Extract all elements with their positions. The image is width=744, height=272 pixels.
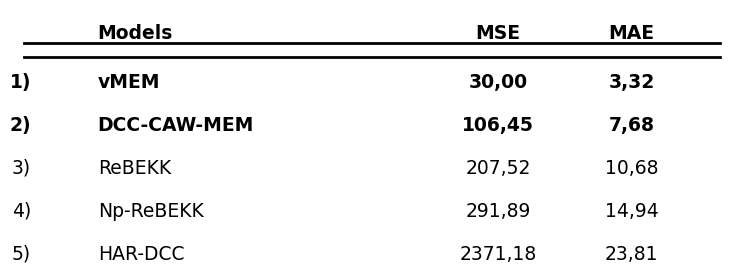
Text: 207,52: 207,52 [465, 159, 530, 178]
Text: DCC-CAW-MEM: DCC-CAW-MEM [97, 116, 254, 135]
Text: ReBEKK: ReBEKK [97, 159, 171, 178]
Text: 30,00: 30,00 [469, 73, 527, 92]
Text: 2371,18: 2371,18 [459, 245, 536, 264]
Text: 5): 5) [12, 245, 31, 264]
Text: 3,32: 3,32 [609, 73, 655, 92]
Text: 23,81: 23,81 [605, 245, 658, 264]
Text: 7,68: 7,68 [609, 116, 655, 135]
Text: MSE: MSE [475, 24, 521, 43]
Text: 1): 1) [10, 73, 31, 92]
Text: HAR-DCC: HAR-DCC [97, 245, 185, 264]
Text: 14,94: 14,94 [605, 202, 658, 221]
Text: vMEM: vMEM [97, 73, 160, 92]
Text: 291,89: 291,89 [465, 202, 530, 221]
Text: 106,45: 106,45 [462, 116, 534, 135]
Text: 10,68: 10,68 [605, 159, 658, 178]
Text: 3): 3) [12, 159, 31, 178]
Text: Models: Models [97, 24, 173, 43]
Text: MAE: MAE [609, 24, 655, 43]
Text: 2): 2) [10, 116, 31, 135]
Text: Np-ReBEKK: Np-ReBEKK [97, 202, 204, 221]
Text: 4): 4) [12, 202, 31, 221]
